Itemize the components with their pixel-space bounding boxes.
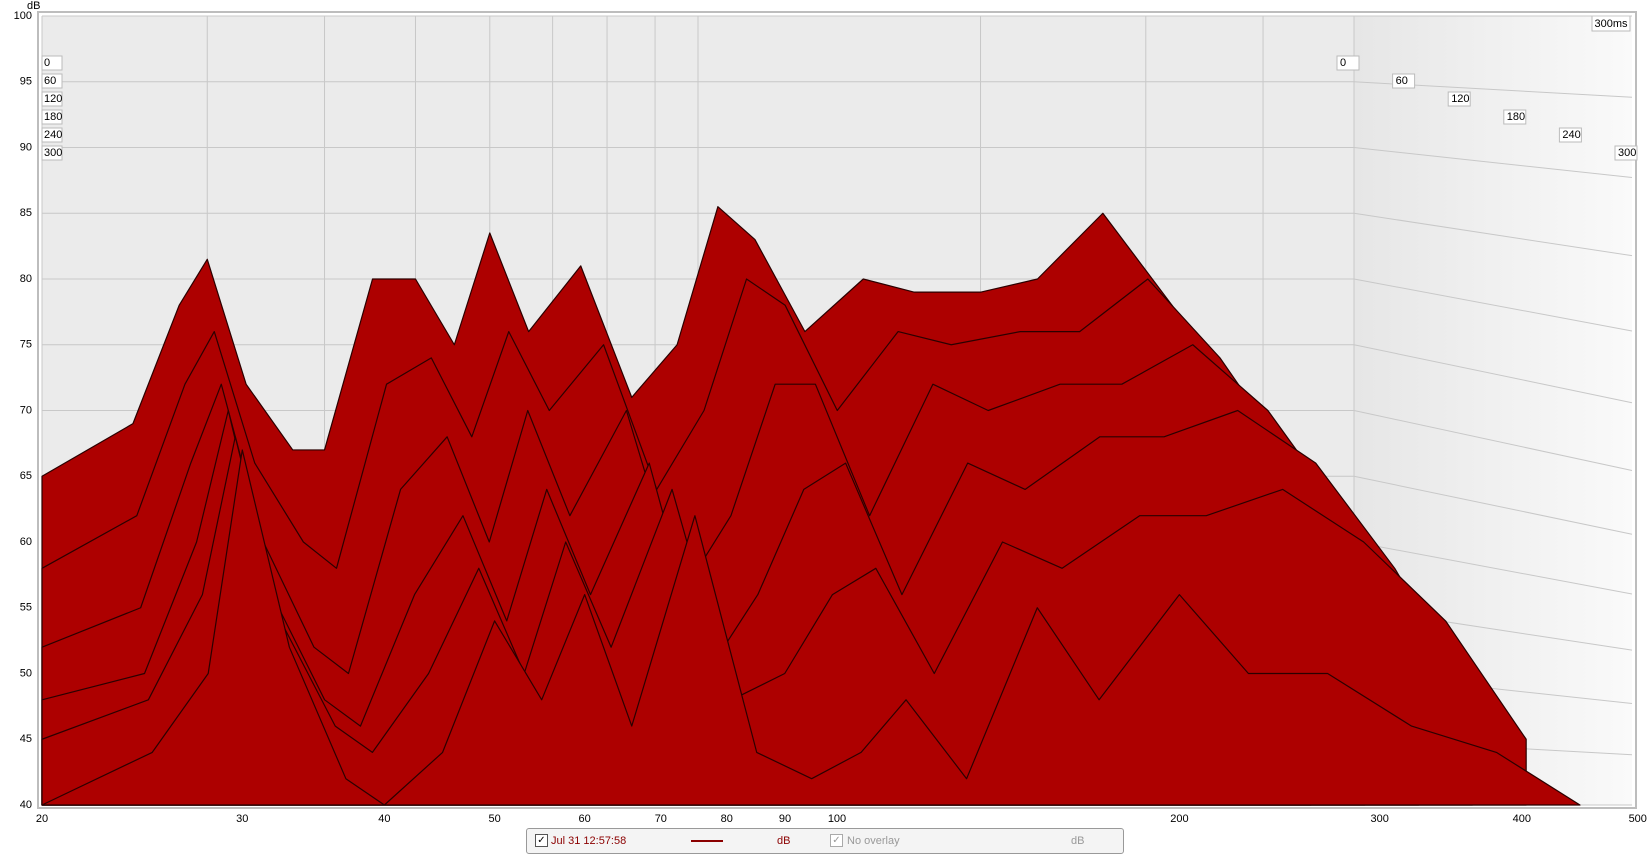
time-tick-box: [41, 73, 63, 89]
x-tick-label: 50: [488, 813, 500, 825]
side-grid-line: [1353, 541, 1633, 595]
time-tick-label: 120: [44, 93, 62, 105]
y-tick-label: 90: [20, 141, 32, 153]
x-tick-label: 40: [378, 813, 390, 825]
time-tick-box: [41, 109, 63, 125]
y-tick-label: 65: [20, 470, 32, 482]
legend-unit: dB: [777, 835, 791, 847]
y-tick-label: 50: [20, 667, 32, 679]
time-tick-box: [41, 145, 63, 161]
time-tick: 60: [1392, 73, 1416, 89]
x-tick-label: 70: [655, 813, 667, 825]
x-tick-label: 400: [1513, 813, 1531, 825]
time-tick: 300: [1614, 145, 1638, 161]
x-tick-label: 200: [1170, 813, 1188, 825]
time-tick: 240: [41, 127, 63, 143]
time-tick-label: 180: [44, 111, 62, 123]
x-tick-label: 80: [721, 813, 733, 825]
time-label: 300ms: [1594, 18, 1628, 30]
side-grid-line: [1353, 344, 1633, 404]
time-tick-box: [1336, 55, 1360, 71]
legend: ✓ Jul 31 12:57:58 dB ✓ No overlay dB: [526, 828, 1124, 854]
x-tick-label: 500 Hz: [1629, 813, 1650, 825]
time-tick: 300: [41, 145, 63, 161]
x-tick-label: 20: [36, 813, 48, 825]
time-tick-box: [41, 127, 63, 143]
time-tick-label: 240: [1562, 129, 1580, 141]
time-tick: 120: [41, 91, 63, 107]
time-tick-label: 300: [44, 147, 62, 159]
legend-overlay-unit: dB: [1071, 835, 1085, 847]
x-tick-label: 90: [779, 813, 791, 825]
x-tick-label: 300: [1370, 813, 1388, 825]
time-tick-box: [1614, 145, 1638, 161]
y-tick-label: 40: [20, 799, 32, 811]
chart: dB 300ms 40 45 50 55 60 65 70 75 80 85 90 95 100 20 30…: [13, 0, 1650, 825]
y-tick-label: 55: [20, 602, 32, 614]
time-tick-label: 240: [44, 129, 62, 141]
y-tick-label: 100: [14, 10, 32, 22]
y-tick-label: 80: [20, 273, 32, 285]
y-tick-label: 70: [20, 404, 32, 416]
time-tick: 180: [1503, 109, 1527, 125]
time-tick-label: 300: [1618, 147, 1636, 159]
legend-measurement: Jul 31 12:57:58: [551, 835, 627, 847]
time-tick-box: [41, 91, 63, 107]
y-tick-label: 60: [20, 536, 32, 548]
time-tick-box: [1558, 127, 1582, 143]
time-tick-label: 60: [44, 75, 56, 87]
time-tick: 180: [41, 109, 63, 125]
time-tick-box: [1392, 73, 1416, 89]
time-tick-box: [41, 55, 63, 71]
time-tick-label: 0: [1340, 57, 1346, 69]
side-grid-line: [1353, 212, 1633, 257]
time-tick-label: 120: [1451, 93, 1469, 105]
x-tick-label: 30: [236, 813, 248, 825]
time-tick: 240: [1558, 127, 1582, 143]
waterfall-slice: [41, 449, 1581, 806]
measurement-checkbox[interactable]: ✓: [535, 834, 548, 847]
time-tick-label: 0: [44, 57, 50, 69]
time-tick-box: [1503, 109, 1527, 125]
side-grid-line: [1353, 410, 1633, 471]
y-tick-label: 85: [20, 207, 32, 219]
time-tick: 60: [41, 73, 63, 89]
frame: [37, 11, 1637, 809]
y-axis-label: dB: [27, 0, 40, 12]
y-tick-label: 75: [20, 339, 32, 351]
time-tick: 120: [1447, 91, 1471, 107]
y-tick-label: 45: [20, 733, 32, 745]
time-tick-label: 180: [1507, 111, 1525, 123]
side-grid-line: [1353, 475, 1633, 535]
y-tick-label: 95: [20, 76, 32, 88]
legend-line: [691, 840, 723, 842]
time-tick: 0: [41, 55, 63, 71]
legend-overlay: No overlay: [847, 835, 900, 847]
x-tick-label: 100: [828, 813, 846, 825]
x-tick-label: 60: [579, 813, 591, 825]
time-tick-label: 60: [1396, 75, 1408, 87]
side-grid-line: [1353, 147, 1633, 178]
side-grid-line: [1353, 278, 1633, 332]
overlay-checkbox[interactable]: ✓: [830, 834, 843, 847]
time-tick-box: [1447, 91, 1471, 107]
time-tick: 0: [1336, 55, 1360, 71]
